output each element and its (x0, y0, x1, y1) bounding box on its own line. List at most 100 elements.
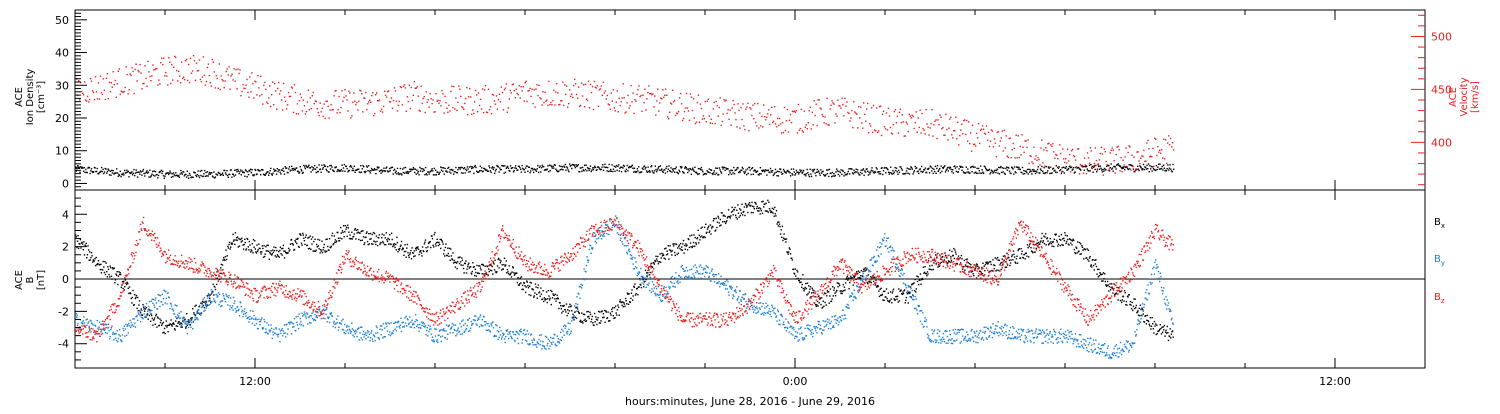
by-series-point (272, 331, 273, 332)
bx-series-point (447, 248, 448, 249)
density-series-point (352, 170, 353, 171)
bx-series-point (360, 240, 361, 241)
velocity-series-point (656, 100, 657, 101)
density-series-point (658, 168, 659, 169)
bx-series-point (887, 300, 888, 301)
bx-series-point (233, 240, 234, 241)
velocity-series-point (372, 92, 373, 93)
bx-series-point (503, 264, 504, 265)
velocity-series-point (930, 123, 931, 124)
density-series-point (331, 165, 332, 166)
density-series-point (412, 169, 413, 170)
bx-series-point (176, 325, 177, 326)
velocity-series-point (117, 83, 118, 84)
bx-series-point (816, 306, 817, 307)
density-series-point (724, 170, 725, 171)
density-series-point (375, 173, 376, 174)
velocity-series-point (463, 109, 464, 110)
velocity-series-point (814, 100, 815, 101)
bx-series-point (498, 258, 499, 259)
density-series-point (1005, 168, 1006, 169)
bx-series-point (1170, 337, 1171, 338)
bx-series-point (440, 248, 441, 249)
velocity-series-point (762, 126, 763, 127)
bx-series-point (802, 274, 803, 275)
bx-series-point (414, 255, 415, 256)
density-series-point (596, 169, 597, 170)
by-series-point (273, 334, 274, 335)
by-series-point (122, 328, 123, 329)
velocity-series-point (958, 144, 959, 145)
density-series-point (939, 168, 940, 169)
by-series-point (93, 332, 94, 333)
velocity-series-point (337, 109, 338, 110)
density-series-point (532, 168, 533, 169)
by-series-point (105, 332, 106, 333)
bx-series-point (888, 292, 889, 293)
density-series-point (917, 171, 918, 172)
density-series-point (611, 164, 612, 165)
velocity-series-point (508, 107, 509, 108)
density-series-point (560, 169, 561, 170)
bx-series-point (160, 322, 161, 323)
density-series-point (117, 172, 118, 173)
velocity-series-point (1006, 135, 1007, 136)
density-series-point (211, 172, 212, 173)
density-series-point (329, 165, 330, 166)
velocity-series-point (97, 98, 98, 99)
bx-series-point (528, 287, 529, 288)
bx-series-point (736, 217, 737, 218)
bx-series-point (1025, 258, 1026, 259)
velocity-series-point (347, 110, 348, 111)
bx-series-point (799, 282, 800, 283)
bx-series-point (648, 269, 649, 270)
density-series-point (1018, 168, 1019, 169)
velocity-series-point (769, 124, 770, 125)
bx-series-point (382, 234, 383, 235)
by-series-point (76, 313, 77, 314)
bx-series-point (560, 305, 561, 306)
bx-series-point (1073, 240, 1074, 241)
velocity-series-point (356, 102, 357, 103)
bx-series-point (929, 268, 930, 269)
density-series-point (698, 168, 699, 169)
velocity-series-point (238, 73, 239, 74)
velocity-series-point (754, 103, 755, 104)
velocity-series-point (885, 128, 886, 129)
velocity-series-point (420, 111, 421, 112)
bx-series-point (385, 244, 386, 245)
bx-series-point (434, 234, 435, 235)
density-series-point (721, 172, 722, 173)
velocity-series-point (618, 111, 619, 112)
bx-series-point (1164, 336, 1165, 337)
density-series-point (897, 171, 898, 172)
by-series-point (187, 323, 188, 324)
velocity-series-point (1162, 157, 1163, 158)
velocity-series-point (644, 89, 645, 90)
bx-series-point (326, 251, 327, 252)
density-series-point (699, 173, 700, 174)
by-series-point (157, 308, 158, 309)
by-series-point (278, 334, 279, 335)
bx-series-point (125, 279, 126, 280)
bx-series-point (435, 245, 436, 246)
bx-series-point (658, 263, 659, 264)
bx-series-point (1010, 259, 1011, 260)
bx-series-point (813, 292, 814, 293)
bx-series-point (650, 272, 651, 273)
bx-series-point (451, 255, 452, 256)
bx-series-point (635, 294, 636, 295)
bx-series-point (1155, 323, 1156, 324)
velocity-series-point (536, 84, 537, 85)
bx-series-point (628, 304, 629, 305)
density-series-point (889, 173, 890, 174)
velocity-series-point (150, 80, 151, 81)
velocity-series-point (182, 78, 183, 79)
velocity-series-point (1132, 166, 1133, 167)
velocity-series-point (504, 89, 505, 90)
density-series-point (617, 166, 618, 167)
velocity-series-point (146, 86, 147, 87)
density-series-point (439, 172, 440, 173)
bx-series-point (154, 317, 155, 318)
density-series-point (861, 173, 862, 174)
